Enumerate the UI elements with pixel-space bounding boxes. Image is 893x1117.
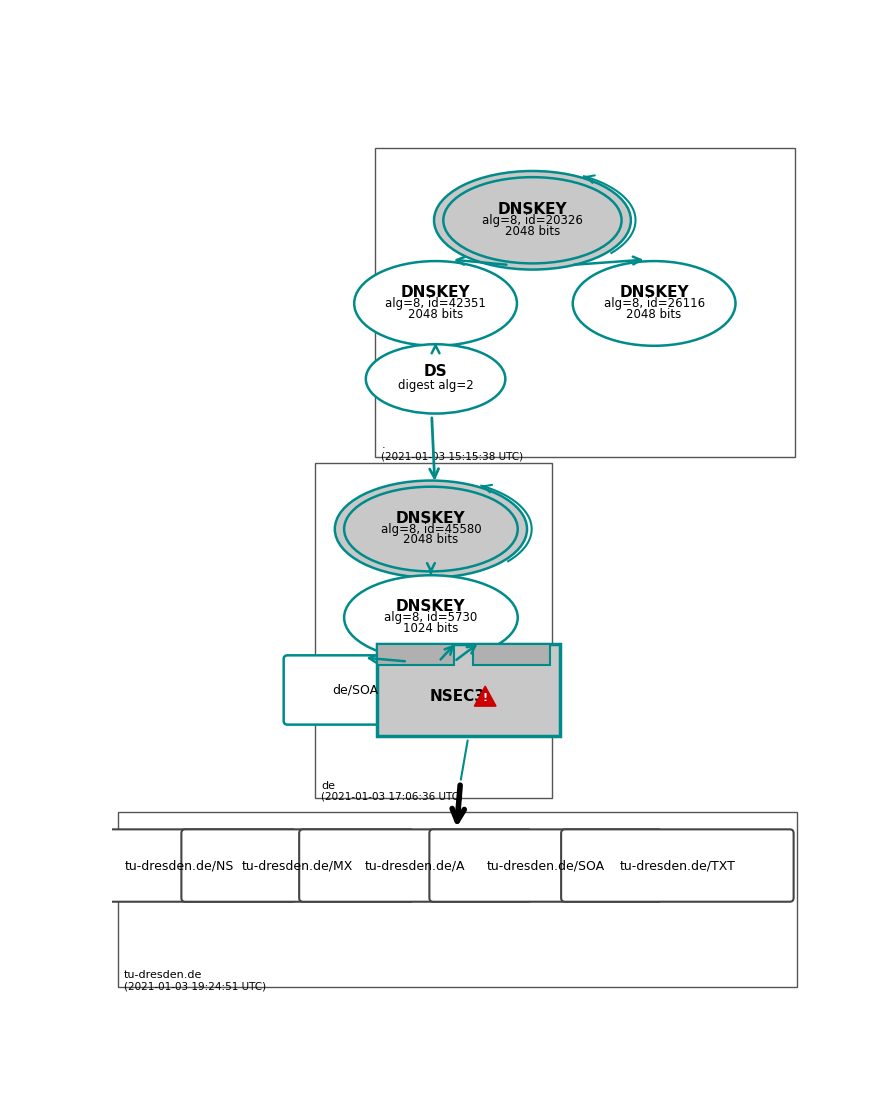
Text: (2021-01-03 19:24:51 UTC): (2021-01-03 19:24:51 UTC) xyxy=(124,981,266,991)
Text: !: ! xyxy=(482,694,488,704)
Ellipse shape xyxy=(335,480,527,577)
Text: tu-dresden.de/NS: tu-dresden.de/NS xyxy=(125,859,235,872)
Text: de: de xyxy=(321,781,335,791)
Text: .: . xyxy=(381,440,385,450)
Text: tu-dresden.de/TXT: tu-dresden.de/TXT xyxy=(620,859,735,872)
Text: DNSKEY: DNSKEY xyxy=(396,600,466,614)
Text: alg=8, id=42351: alg=8, id=42351 xyxy=(385,297,486,309)
FancyBboxPatch shape xyxy=(299,829,531,901)
Ellipse shape xyxy=(344,575,518,660)
Bar xyxy=(118,812,797,987)
Text: alg=8, id=26116: alg=8, id=26116 xyxy=(604,297,705,309)
Text: DNSKEY: DNSKEY xyxy=(401,285,471,300)
Text: 2048 bits: 2048 bits xyxy=(627,307,681,321)
Text: (2021-01-03 15:15:38 UTC): (2021-01-03 15:15:38 UTC) xyxy=(381,451,523,461)
FancyBboxPatch shape xyxy=(472,643,550,665)
Bar xyxy=(314,462,552,798)
Ellipse shape xyxy=(366,344,505,413)
Ellipse shape xyxy=(355,261,517,346)
FancyBboxPatch shape xyxy=(430,829,662,901)
Text: alg=8, id=20326: alg=8, id=20326 xyxy=(482,213,583,227)
FancyBboxPatch shape xyxy=(377,643,560,736)
FancyBboxPatch shape xyxy=(377,643,455,665)
FancyBboxPatch shape xyxy=(284,656,428,725)
Text: tu-dresden.de/MX: tu-dresden.de/MX xyxy=(242,859,354,872)
FancyBboxPatch shape xyxy=(63,829,296,901)
Text: alg=8, id=45580: alg=8, id=45580 xyxy=(380,523,481,535)
Text: 2048 bits: 2048 bits xyxy=(404,533,458,546)
Text: tu-dresden.de/A: tu-dresden.de/A xyxy=(365,859,465,872)
Polygon shape xyxy=(474,686,496,706)
Ellipse shape xyxy=(434,171,630,269)
Text: de/SOA: de/SOA xyxy=(333,684,379,697)
Text: 1024 bits: 1024 bits xyxy=(404,622,459,634)
Bar xyxy=(375,147,795,458)
Text: tu-dresden.de: tu-dresden.de xyxy=(124,971,203,981)
FancyBboxPatch shape xyxy=(181,829,413,901)
FancyBboxPatch shape xyxy=(561,829,794,901)
Text: digest alg=2: digest alg=2 xyxy=(397,380,473,392)
Text: DNSKEY: DNSKEY xyxy=(396,510,466,526)
Text: 2048 bits: 2048 bits xyxy=(505,225,560,238)
Text: (2021-01-03 17:06:36 UTC): (2021-01-03 17:06:36 UTC) xyxy=(321,792,463,802)
Text: DS: DS xyxy=(424,364,447,380)
Text: NSEC3: NSEC3 xyxy=(430,689,485,705)
Text: DNSKEY: DNSKEY xyxy=(620,285,689,300)
Ellipse shape xyxy=(443,178,622,264)
Text: 2048 bits: 2048 bits xyxy=(408,307,463,321)
Text: DNSKEY: DNSKEY xyxy=(497,202,567,217)
Ellipse shape xyxy=(344,487,518,572)
Text: tu-dresden.de/SOA: tu-dresden.de/SOA xyxy=(487,859,605,872)
Ellipse shape xyxy=(572,261,736,346)
Text: alg=8, id=5730: alg=8, id=5730 xyxy=(384,611,478,624)
